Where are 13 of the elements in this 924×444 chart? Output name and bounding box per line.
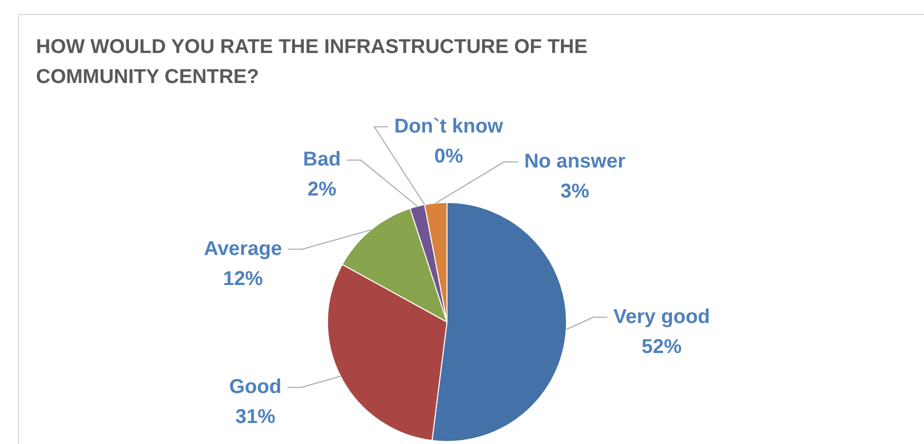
chart-title: HOW WOULD YOU RATE THE INFRASTRUCTURE OF THE COMMUNITY CENTRE? (36, 35, 588, 90)
category-label: Don`t know (394, 115, 504, 138)
data-label: 52% (642, 336, 682, 358)
data-label: 31% (235, 406, 276, 428)
slice-label: Average (204, 238, 282, 260)
data-label: 12% (222, 268, 264, 290)
data-label: 3% (560, 180, 590, 202)
slice-label: Bad (303, 148, 341, 171)
data-label: 2% (307, 178, 337, 201)
slice-label: Very good (613, 306, 710, 328)
slice-label: No answer (524, 150, 626, 172)
text: 0% (434, 145, 464, 168)
slice-label: Good (229, 376, 282, 398)
